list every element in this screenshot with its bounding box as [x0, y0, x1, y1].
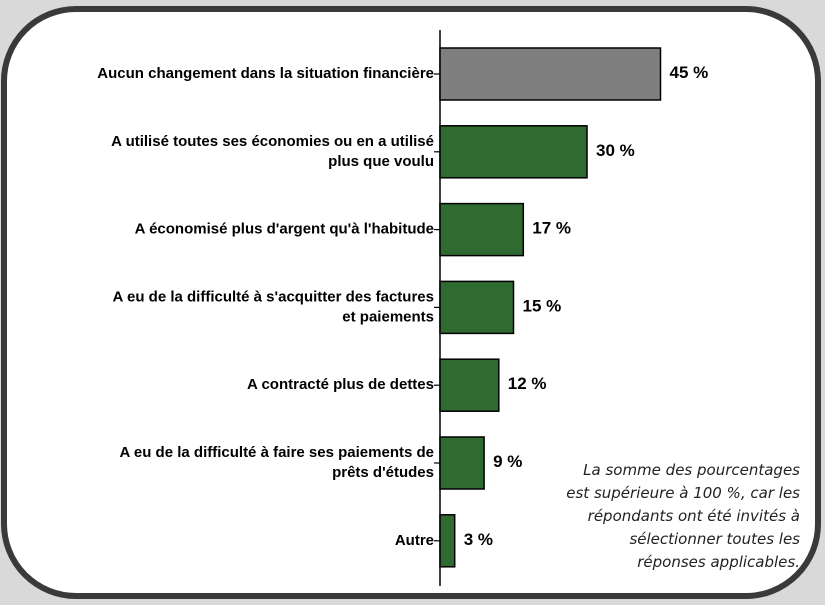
category-label: A eu de la difficulté à faire ses paieme… [119, 444, 434, 481]
value-label: 30 % [596, 141, 635, 160]
bar [439, 47, 662, 101]
category-label: A contracté plus de dettes [247, 376, 434, 393]
category-label: A eu de la difficulté à s'acquitter des … [113, 288, 434, 325]
bar [439, 436, 485, 490]
panel [1, 6, 821, 599]
category-label: Autre [395, 532, 434, 549]
bar [439, 125, 588, 179]
bar [439, 202, 525, 257]
value-label: 17 % [532, 219, 571, 238]
bar [439, 280, 515, 335]
bar [439, 514, 456, 568]
annotation: La somme des pourcentages est supérieure … [566, 461, 800, 571]
value-label: 45 % [670, 63, 709, 82]
bar [439, 358, 500, 412]
category-label: A utilisé toutes ses économies ou en a u… [111, 133, 434, 170]
category-label: A économisé plus d'argent qu'à l'habitud… [135, 221, 434, 238]
value-label: 3 % [464, 530, 493, 549]
value-label: 15 % [523, 297, 562, 316]
category-label: Aucun changement dans la situation finan… [97, 65, 434, 82]
value-label: 9 % [493, 452, 522, 471]
value-label: 12 % [508, 375, 547, 394]
